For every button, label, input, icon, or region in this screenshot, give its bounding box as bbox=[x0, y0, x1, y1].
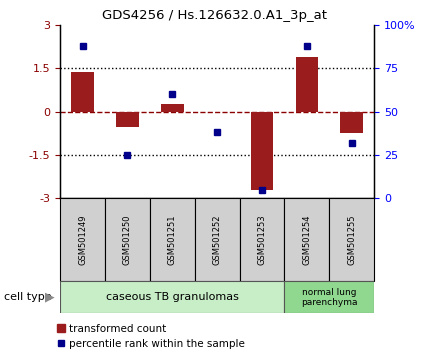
Text: GSM501255: GSM501255 bbox=[347, 215, 356, 265]
Bar bbox=[116, 112, 138, 127]
Bar bbox=[161, 104, 184, 112]
Text: normal lung
parenchyma: normal lung parenchyma bbox=[301, 288, 357, 307]
Bar bbox=[251, 112, 273, 190]
Bar bbox=[240, 198, 284, 281]
Bar bbox=[71, 73, 94, 112]
Bar bbox=[105, 198, 150, 281]
Text: cell type: cell type bbox=[4, 292, 52, 302]
Text: GSM501254: GSM501254 bbox=[302, 215, 311, 265]
Text: GSM501252: GSM501252 bbox=[213, 215, 221, 265]
Text: GSM501251: GSM501251 bbox=[168, 215, 177, 265]
Text: GSM501250: GSM501250 bbox=[123, 215, 132, 265]
Bar bbox=[60, 281, 284, 313]
Bar bbox=[329, 198, 374, 281]
Bar bbox=[60, 198, 105, 281]
Text: GSM501253: GSM501253 bbox=[258, 215, 267, 265]
Text: GSM501249: GSM501249 bbox=[78, 215, 87, 265]
Bar bbox=[296, 57, 318, 112]
Bar bbox=[195, 198, 240, 281]
Bar bbox=[284, 198, 329, 281]
Text: GDS4256 / Hs.126632.0.A1_3p_at: GDS4256 / Hs.126632.0.A1_3p_at bbox=[102, 9, 328, 22]
Bar bbox=[284, 281, 374, 313]
Text: ▶: ▶ bbox=[45, 291, 54, 304]
Bar bbox=[150, 198, 195, 281]
Legend: transformed count, percentile rank within the sample: transformed count, percentile rank withi… bbox=[57, 324, 245, 349]
Text: caseous TB granulomas: caseous TB granulomas bbox=[106, 292, 239, 302]
Bar bbox=[341, 112, 363, 133]
